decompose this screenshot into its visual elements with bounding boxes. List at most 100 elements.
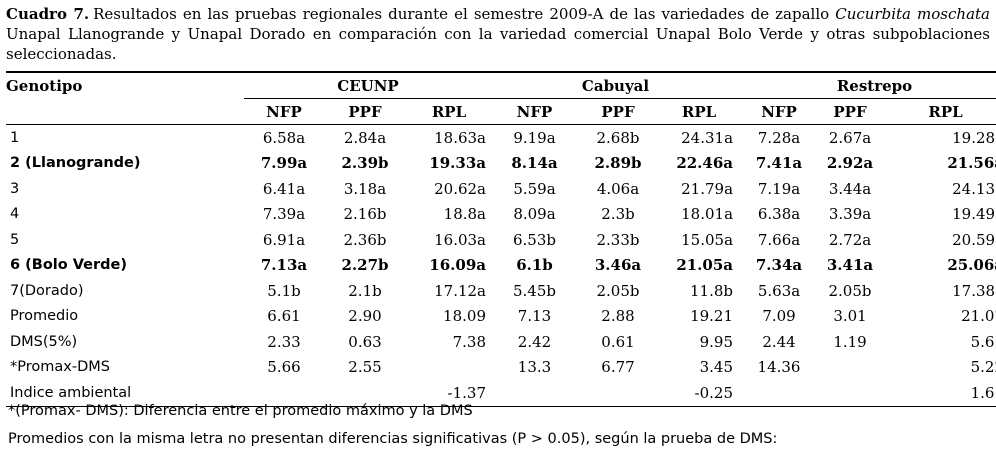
value-cell: 16.03a: [434, 230, 486, 249]
value-cell: 18.01a: [681, 205, 734, 224]
table-row-summary: DMS(5%) 2.33 0.63 7.38 2.42 0.61 9.95 2.…: [6, 329, 996, 355]
table-row: 1 6.58a 2.84a 18.63a 9.19a 2.68b 24.31a …: [6, 125, 996, 151]
value-cell: 7.34a: [755, 256, 803, 275]
value-cell: 7.13a: [260, 256, 308, 275]
value-cell: 5.1b: [267, 281, 301, 300]
value-cell: 1.19: [833, 332, 867, 351]
results-table: Genotipo CEUNP Cabuyal Restrepo NFP PPF …: [6, 71, 996, 407]
value-cell: 2.55: [348, 358, 382, 377]
value-cell: 7.28a: [757, 128, 801, 147]
value-cell: 6.1b: [516, 256, 553, 275]
genotype-cell: 1: [10, 129, 20, 146]
subcol-header: RPL: [881, 98, 996, 125]
value-cell: 17.12a: [434, 281, 486, 300]
caption-species: Cucurbita moschata: [835, 5, 990, 23]
table-row-summary: Promedio 6.61 2.90 18.09 7.13 2.88 19.21…: [6, 304, 996, 330]
table-row-highlighted: 2 (Llanogrande) 7.99a 2.39b 19.33a 8.14a…: [6, 151, 996, 177]
header-row-locations: Genotipo CEUNP Cabuyal Restrepo: [6, 71, 996, 99]
value-cell: 24.31a: [681, 128, 734, 147]
value-cell: 2.92a: [826, 154, 874, 173]
value-cell: 7.19a: [757, 179, 801, 198]
value-cell: 6.77: [601, 358, 635, 377]
value-cell: 2.05b: [828, 281, 872, 300]
value-cell: 18.8a: [443, 205, 486, 224]
value-cell: 2.16b: [343, 205, 387, 224]
value-cell: 2.1b: [348, 281, 382, 300]
value-cell: 2.90: [348, 307, 382, 326]
value-cell: [324, 380, 406, 407]
value-cell: 9.95: [699, 332, 734, 351]
value-cell: 6.91a: [262, 230, 306, 249]
value-cell: 5.61: [970, 332, 996, 351]
value-cell: 8.14a: [511, 154, 558, 173]
value-cell: 17.38a: [952, 281, 996, 300]
footnote-promax: *(Promax- DMS): Diferencia entre el prom…: [8, 403, 473, 419]
table-row: 4 7.39a 2.16b 18.8a 8.09a 2.3b 18.01a 6.…: [6, 202, 996, 228]
genotype-cell: DMS(5%): [10, 333, 78, 350]
genotype-cell: 4: [10, 206, 20, 223]
value-cell: 7.38: [452, 332, 486, 351]
value-cell: 2.67a: [828, 128, 872, 147]
value-cell: 2.36b: [343, 230, 387, 249]
genotype-cell: *Promax-DMS: [10, 359, 110, 376]
genotype-cell: Indice ambiental: [6, 380, 244, 407]
subcol-header: NFP: [492, 98, 577, 125]
value-cell: 0.63: [348, 332, 382, 351]
genotype-cell: 2 (Llanogrande): [10, 155, 141, 172]
value-cell: 3.39a: [828, 205, 872, 224]
value-cell: 2.3b: [601, 205, 635, 224]
value-cell: 6.58a: [262, 128, 306, 147]
value-cell: 19.33a: [429, 154, 486, 173]
value-cell: 7.09: [762, 307, 796, 326]
value-cell: -0.25: [659, 380, 740, 407]
value-cell: 1.61: [881, 380, 996, 407]
value-cell: 18.63a: [434, 128, 486, 147]
subcol-header: PPF: [577, 98, 659, 125]
value-cell: 5.59a: [513, 179, 556, 198]
value-cell: 7.66a: [757, 230, 801, 249]
genotype-header: Genotipo: [6, 71, 244, 99]
location-header-ceunp: CEUNP: [244, 71, 492, 99]
value-cell: 7.13: [517, 307, 552, 326]
value-cell: 2.44: [762, 332, 796, 351]
value-cell: [577, 380, 659, 407]
genotype-cell: Promedio: [10, 308, 79, 325]
genotype-cell: 6 (Bolo Verde): [10, 257, 128, 274]
value-cell: 11.8b: [690, 281, 734, 300]
value-cell: 18.09: [443, 307, 486, 326]
value-cell: -1.37: [406, 380, 492, 407]
value-cell: 21.56a: [947, 154, 996, 173]
table-row-highlighted: 6 (Bolo Verde) 7.13a 2.27b 16.09a 6.1b 3…: [6, 253, 996, 279]
value-cell: 5.22: [970, 358, 996, 377]
value-cell: 2.84a: [343, 128, 387, 147]
value-cell: 2.88: [601, 307, 635, 326]
subcol-header: RPL: [659, 98, 740, 125]
value-cell: 2.33b: [596, 230, 640, 249]
caption-text-continued: Unapal Llanogrande y Unapal Dorado en co…: [6, 25, 990, 63]
subcol-header: NFP: [244, 98, 324, 125]
caption-label: Cuadro 7.: [6, 5, 90, 23]
value-cell: 6.53b: [512, 230, 556, 249]
value-cell: 15.05a: [681, 230, 734, 249]
genotype-cell: 5: [10, 231, 20, 248]
subcol-header: RPL: [406, 98, 492, 125]
value-cell: 4.06a: [596, 179, 640, 198]
value-cell: 2.72a: [828, 230, 872, 249]
value-cell: 3.46a: [594, 256, 642, 275]
value-cell: 5.66: [267, 358, 301, 377]
value-cell: 22.46a: [676, 154, 734, 173]
value-cell: 20.62a: [434, 179, 486, 198]
value-cell: 19.49a: [952, 205, 996, 224]
value-cell: [244, 380, 324, 407]
value-cell: 16.09a: [429, 256, 486, 275]
value-cell: 5.63a: [757, 281, 801, 300]
value-cell: [819, 380, 882, 407]
value-cell: 19.28a: [952, 128, 996, 147]
value-cell: 2.05b: [596, 281, 640, 300]
value-cell: 3.45: [699, 358, 734, 377]
table-row: 7(Dorado) 5.1b 2.1b 17.12a 5.45b 2.05b 1…: [6, 278, 996, 304]
value-cell: 20.59a: [952, 230, 996, 249]
genotype-cell: 3: [10, 180, 20, 197]
value-cell: 14.36: [757, 358, 801, 377]
location-header-cabuyal: Cabuyal: [492, 71, 740, 99]
